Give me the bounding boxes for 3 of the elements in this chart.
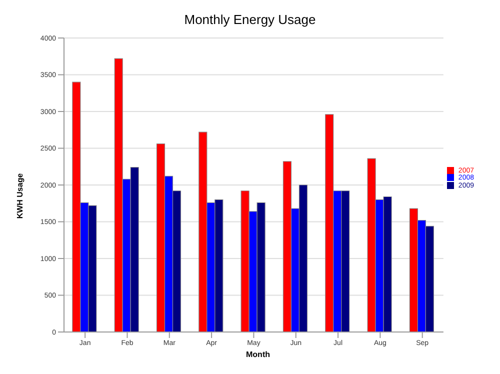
y-axis-title: KWH Usage — [16, 173, 24, 219]
x-axis-title: Month — [245, 350, 271, 359]
chart-title: Monthly Energy Usage — [183, 12, 317, 27]
